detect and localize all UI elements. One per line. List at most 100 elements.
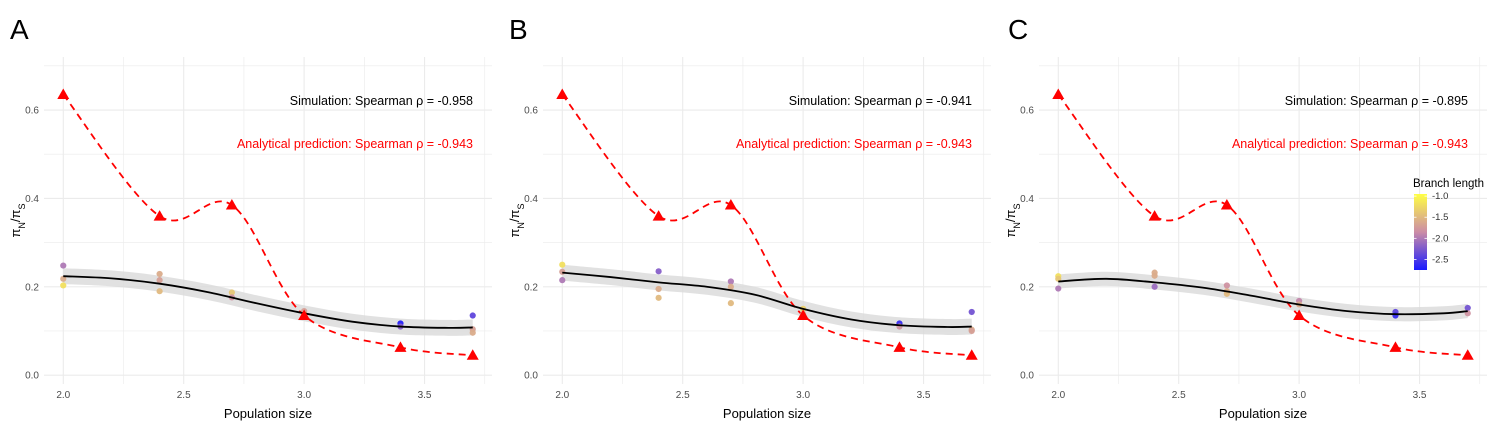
confidence-band bbox=[562, 264, 972, 335]
analytical-point bbox=[652, 210, 665, 221]
analytical-point bbox=[893, 341, 906, 352]
data-point bbox=[1223, 282, 1230, 289]
grid bbox=[1039, 57, 1487, 384]
data-point bbox=[727, 283, 734, 290]
data-point bbox=[968, 308, 975, 316]
analytical-point bbox=[1293, 309, 1306, 321]
legend-tick-label: -2.0 bbox=[1432, 233, 1448, 244]
y-axis-title-part: π bbox=[507, 229, 522, 238]
chart-panel-b: B 0.0 0.2 0.4 0.6 2.0 2.5 3.0 3.5 Population size… bbox=[507, 14, 991, 421]
analytical-point bbox=[394, 341, 407, 352]
data-point bbox=[1055, 285, 1062, 292]
analytical-annotation: Analytical prediction: Spearman ρ = -0.9… bbox=[237, 137, 473, 151]
legend-tick-label: -1.5 bbox=[1432, 212, 1448, 223]
analytical-point bbox=[1052, 88, 1065, 100]
data-point bbox=[655, 268, 662, 275]
analytical-point bbox=[1461, 349, 1474, 360]
x-tick-label: 3.0 bbox=[796, 390, 810, 401]
data-point bbox=[60, 275, 67, 282]
x-tick-label: 3.5 bbox=[1413, 390, 1427, 401]
analytical-point bbox=[1148, 210, 1161, 221]
y-axis-title-part: S bbox=[1012, 203, 1022, 209]
data-point bbox=[156, 277, 163, 284]
analytical-point bbox=[1389, 341, 1402, 352]
analytical-point bbox=[797, 309, 810, 321]
y-axis-title-part: π bbox=[1003, 229, 1018, 238]
y-tick-label: 0.0 bbox=[25, 371, 39, 382]
y-axis-title-part: N bbox=[516, 222, 526, 229]
data-point bbox=[655, 285, 662, 293]
analytical-point bbox=[965, 349, 978, 360]
y-tick-label: 0.4 bbox=[1020, 194, 1034, 205]
y-axis-title: πN/πS bbox=[1003, 203, 1022, 237]
x-axis-title: Population size bbox=[224, 406, 312, 421]
y-axis-title: πN/πS bbox=[507, 203, 526, 237]
data-point bbox=[228, 289, 235, 296]
analytical-point bbox=[298, 309, 311, 321]
analytical-annotation: Analytical prediction: Spearman ρ = -0.9… bbox=[736, 137, 972, 151]
confidence-band bbox=[1058, 271, 1468, 322]
x-tick-label: 2.5 bbox=[1172, 390, 1186, 401]
y-tick-label: 0.4 bbox=[524, 194, 538, 205]
x-tick-label: 2.0 bbox=[56, 390, 70, 401]
smooth-fit-line bbox=[63, 275, 473, 329]
data-point bbox=[1464, 304, 1471, 312]
x-tick-label: 2.0 bbox=[555, 390, 569, 401]
y-axis-title-part: S bbox=[516, 203, 526, 209]
data-point bbox=[559, 261, 566, 268]
data-point bbox=[559, 277, 566, 284]
legend-colorbar bbox=[1414, 194, 1427, 270]
y-tick-label: 0.2 bbox=[25, 282, 39, 293]
chart-panel-a: A 0.0 0.2 0.4 0.6 2.0 2.5 3.0 3.5 Population size… bbox=[8, 14, 492, 421]
x-axis-title: Population size bbox=[1219, 406, 1307, 421]
data-point bbox=[1151, 272, 1158, 279]
y-axis-title-part: π bbox=[8, 229, 23, 238]
data-point bbox=[968, 327, 975, 335]
x-axis-title: Population size bbox=[723, 406, 811, 421]
data-point bbox=[156, 270, 163, 278]
y-tick-label: 0.6 bbox=[25, 106, 39, 117]
y-axis-title: πN/πS bbox=[8, 203, 27, 237]
data-point bbox=[727, 278, 734, 285]
analytical-point bbox=[225, 199, 238, 210]
y-axis-title-part: / bbox=[8, 218, 23, 222]
x-tick-label: 3.5 bbox=[917, 390, 931, 401]
y-axis-title-part: / bbox=[1003, 218, 1018, 222]
y-axis-title-part: π bbox=[507, 209, 522, 218]
analytical-point bbox=[57, 88, 70, 100]
data-point bbox=[655, 294, 662, 301]
legend: Branch length-1.0 -1.5 -2.0 -2.5 bbox=[1413, 178, 1484, 270]
legend-tick-label: -1.0 bbox=[1432, 191, 1448, 202]
analytical-point bbox=[466, 349, 479, 360]
analytical-curve bbox=[561, 94, 972, 357]
analytical-annotation: Analytical prediction: Spearman ρ = -0.9… bbox=[1232, 137, 1468, 151]
data-point bbox=[60, 262, 67, 269]
simulation-annotation: Simulation: Spearman ρ = -0.895 bbox=[1285, 94, 1468, 108]
legend-title: Branch length bbox=[1413, 178, 1484, 190]
x-tick-label: 2.0 bbox=[1051, 390, 1065, 401]
x-tick-label: 2.5 bbox=[676, 390, 690, 401]
y-tick-label: 0.4 bbox=[25, 194, 39, 205]
data-point bbox=[1055, 275, 1062, 282]
data-point bbox=[469, 329, 476, 336]
y-tick-label: 0.6 bbox=[524, 106, 538, 117]
y-tick-label: 0.2 bbox=[524, 282, 538, 293]
y-axis-title-part: π bbox=[1003, 209, 1018, 218]
smooth-fit-line bbox=[562, 271, 972, 328]
y-tick-label: 0.6 bbox=[1020, 106, 1034, 117]
data-point bbox=[156, 288, 163, 295]
smooth-fit-line bbox=[1058, 277, 1468, 316]
x-tick-label: 2.5 bbox=[177, 390, 191, 401]
grid bbox=[543, 57, 991, 384]
data-point bbox=[1151, 283, 1158, 290]
x-tick-label: 3.0 bbox=[297, 390, 311, 401]
x-tick-label: 3.0 bbox=[1292, 390, 1306, 401]
panel-label: A bbox=[10, 14, 29, 45]
y-axis-title-part: S bbox=[17, 203, 27, 209]
analytical-point bbox=[153, 210, 166, 221]
panel-label: B bbox=[509, 14, 528, 45]
data-point bbox=[60, 282, 67, 289]
analytical-point bbox=[556, 88, 569, 100]
data-point bbox=[559, 268, 566, 275]
